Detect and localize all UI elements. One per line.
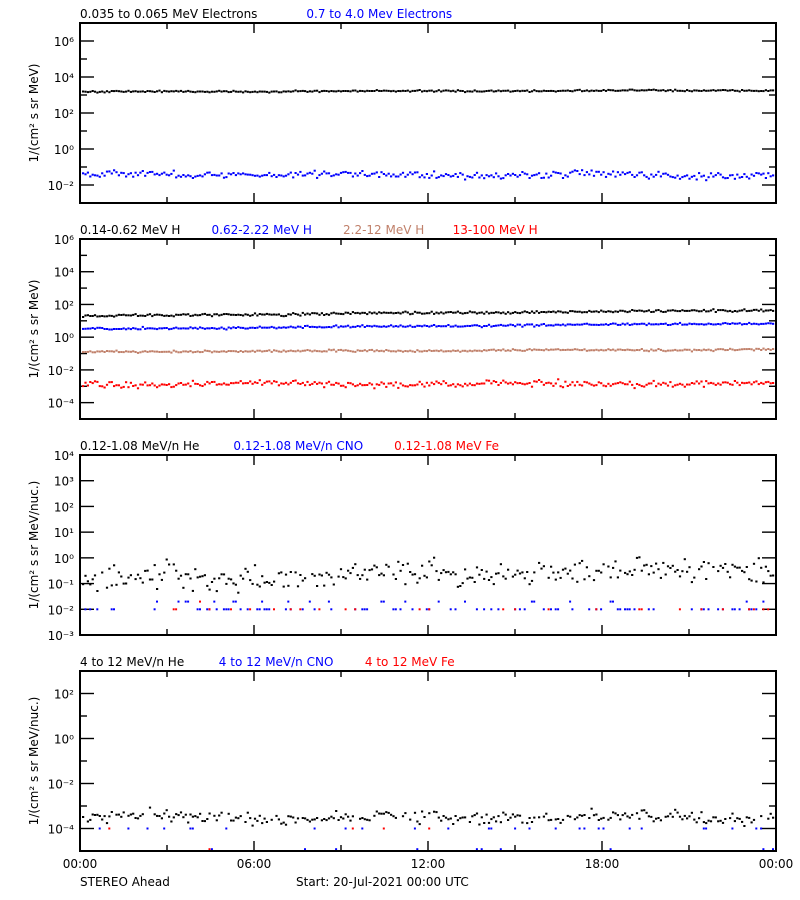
legend-entry: 0.12-1.08 MeV/n CNO bbox=[233, 439, 363, 453]
y-tick-label: 10⁰ bbox=[54, 733, 74, 747]
spacecraft-label: STEREO Ahead bbox=[80, 875, 170, 889]
data-series bbox=[82, 169, 775, 182]
panel-2: 0.14-0.62 MeV H 0.62-2.22 MeV H 2.2-12 MeV… bbox=[27, 223, 777, 420]
panel-1: 0.035 to 0.065 MeV Electrons 0.7 to 4.0 M… bbox=[27, 7, 777, 204]
y-axis-label: 1/(cm² s sr MeV) bbox=[27, 64, 41, 163]
panel-legend: 4 to 12 MeV/n He 4 to 12 MeV/n CNO 4 to 12… bbox=[80, 655, 455, 669]
legend-entry: 4 to 12 MeV Fe bbox=[365, 655, 455, 669]
y-tick-label: 10⁻² bbox=[48, 603, 75, 617]
y-tick-label: 10⁻⁴ bbox=[48, 823, 75, 837]
legend-entry: 0.7 to 4.0 Mev Electrons bbox=[306, 7, 452, 21]
data-series bbox=[82, 556, 775, 594]
panel-legend: 0.12-1.08 MeV/n He 0.12-1.08 MeV/n CNO 0.1… bbox=[80, 439, 499, 453]
data-series bbox=[82, 321, 775, 331]
legend-entry: 0.14-0.62 MeV H bbox=[80, 223, 180, 237]
data-series bbox=[84, 600, 765, 611]
y-tick-label: 10⁴ bbox=[54, 266, 74, 280]
panel-legend: 0.035 to 0.065 MeV Electrons 0.7 to 4.0 M… bbox=[80, 7, 452, 21]
y-tick-label: 10² bbox=[54, 298, 74, 312]
data-series bbox=[82, 88, 775, 94]
legend-entry: 0.12-1.08 MeV/n He bbox=[80, 439, 199, 453]
y-tick-label: 10⁶ bbox=[54, 233, 74, 247]
y-tick-label: 10⁰ bbox=[54, 552, 74, 566]
x-tick-label: 18:00 bbox=[585, 857, 620, 871]
y-tick-label: 10⁶ bbox=[54, 35, 74, 49]
y-axis-label: 1/(cm² s sr MeV/nuc.) bbox=[27, 697, 41, 826]
legend-entry: 4 to 12 MeV/n CNO bbox=[219, 655, 334, 669]
y-tick-label: 10¹ bbox=[54, 526, 74, 540]
legend-entry: 4 to 12 MeV/n He bbox=[80, 655, 184, 669]
legend-entry: 0.035 to 0.065 MeV Electrons bbox=[80, 7, 257, 21]
y-tick-label: 10³ bbox=[54, 475, 74, 489]
panel-4: 4 to 12 MeV/n He 4 to 12 MeV/n CNO 4 to 12… bbox=[27, 655, 777, 852]
y-tick-label: 10⁻² bbox=[48, 364, 75, 378]
x-tick-label: 00:00 bbox=[63, 857, 98, 871]
legend-entry: 2.2-12 MeV H bbox=[343, 223, 424, 237]
plot-frame bbox=[79, 670, 777, 852]
y-tick-label: 10⁰ bbox=[54, 331, 74, 345]
y-tick-label: 10² bbox=[54, 500, 74, 514]
x-axis-labels: 00:00 06:00 12:00 18:00 00:00 bbox=[63, 857, 794, 871]
y-tick-label: 10⁴ bbox=[54, 71, 74, 85]
panel-legend: 0.14-0.62 MeV H 0.62-2.22 MeV H 2.2-12 MeV… bbox=[80, 223, 538, 237]
y-tick-label: 10⁻³ bbox=[48, 629, 75, 643]
y-tick-label: 10⁻¹ bbox=[48, 578, 75, 592]
y-tick-label: 10² bbox=[54, 107, 74, 121]
data-series bbox=[82, 806, 775, 827]
legend-entry: 0.12-1.08 MeV Fe bbox=[394, 439, 499, 453]
y-axis-label: 1/(cm² s sr MeV/nuc.) bbox=[27, 481, 41, 610]
y-tick-label: 10⁻² bbox=[48, 179, 75, 193]
y-tick-label: 10⁴ bbox=[54, 449, 74, 463]
x-tick-label: 00:00 bbox=[759, 857, 794, 871]
figure-footer: STEREO Ahead Start: 20-Jul-2021 00:00 UT… bbox=[80, 875, 469, 889]
data-series bbox=[82, 378, 775, 390]
data-series bbox=[108, 827, 431, 851]
start-time-label: Start: 20-Jul-2021 00:00 UTC bbox=[296, 875, 469, 889]
data-series bbox=[82, 308, 775, 318]
y-tick-label: 10² bbox=[54, 688, 74, 702]
plot-frame bbox=[79, 454, 777, 636]
x-tick-label: 06:00 bbox=[237, 857, 272, 871]
panel-3: 0.12-1.08 MeV/n He 0.12-1.08 MeV/n CNO 0.1… bbox=[27, 439, 777, 643]
plot-frame bbox=[79, 238, 777, 420]
x-tick-label: 12:00 bbox=[411, 857, 446, 871]
y-tick-label: 10⁻⁴ bbox=[48, 397, 75, 411]
legend-entry: 0.62-2.22 MeV H bbox=[212, 223, 312, 237]
y-tick-label: 10⁰ bbox=[54, 143, 74, 157]
legend-entry: 13-100 MeV H bbox=[453, 223, 538, 237]
data-series bbox=[172, 600, 770, 611]
y-tick-label: 10⁻² bbox=[48, 778, 75, 792]
y-axis-label: 1/(cm² s sr MeV) bbox=[27, 280, 41, 379]
data-series bbox=[82, 347, 775, 354]
data-series bbox=[98, 827, 774, 851]
plot-frame bbox=[79, 22, 777, 204]
